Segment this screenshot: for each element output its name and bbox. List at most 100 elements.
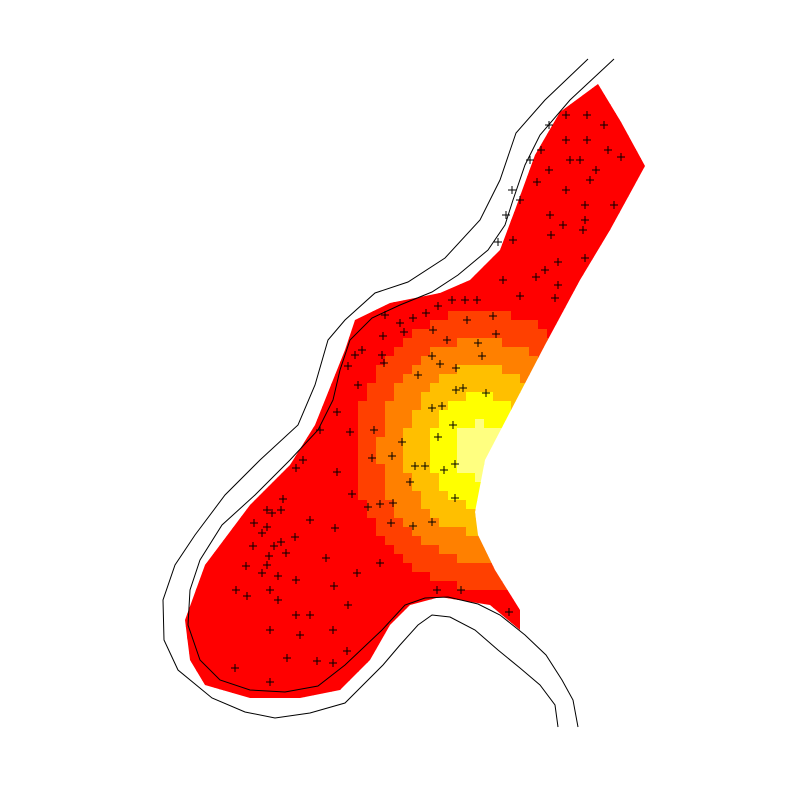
heat-cell — [250, 194, 260, 204]
heat-cell — [196, 707, 206, 717]
heat-cell — [196, 662, 206, 672]
heat-cell — [250, 527, 260, 537]
heat-cell — [529, 320, 539, 330]
heat-cell — [304, 545, 314, 555]
heat-cell — [232, 212, 242, 222]
heat-cell — [394, 671, 404, 681]
heat-cell — [592, 338, 602, 348]
heat-cell — [241, 662, 251, 672]
heat-cell — [628, 284, 638, 294]
heat-cell — [421, 491, 431, 501]
heat-cell — [160, 635, 170, 645]
heat-cell — [484, 671, 494, 681]
heat-cell — [493, 680, 503, 690]
heat-cell — [475, 84, 485, 87]
heat-cell — [529, 131, 539, 141]
heat-cell — [556, 518, 566, 528]
sample-point — [291, 533, 299, 541]
heat-cell — [448, 707, 458, 717]
heat-cell — [268, 203, 278, 213]
heat-cell — [556, 86, 566, 96]
heat-cell — [475, 698, 485, 708]
heat-cell — [448, 437, 458, 447]
heat-cell — [547, 122, 557, 132]
heat-cell — [232, 230, 242, 240]
heat-cell — [250, 266, 260, 276]
heat-cell — [529, 113, 539, 123]
heat-cell — [493, 194, 503, 204]
heat-cell — [421, 248, 431, 258]
heat-cell — [529, 356, 539, 366]
heat-cell — [448, 257, 458, 267]
heat-cell — [637, 284, 645, 294]
heat-cell — [403, 230, 413, 240]
heat-cell — [403, 212, 413, 222]
heat-cell — [385, 311, 395, 321]
heat-cell — [655, 230, 665, 240]
heat-cell — [664, 653, 674, 663]
heat-cell — [430, 653, 440, 663]
heat-cell — [412, 320, 422, 330]
heat-cell — [214, 581, 224, 591]
heat-cell — [277, 84, 287, 87]
heat-cell — [232, 671, 242, 681]
heat-cell — [664, 59, 674, 69]
heat-cell — [349, 473, 359, 483]
heat-cell — [457, 68, 467, 78]
heat-cell — [331, 194, 341, 204]
heat-cell — [493, 383, 503, 393]
heat-cell — [655, 572, 665, 582]
heat-cell — [223, 500, 233, 510]
heat-cell — [403, 518, 413, 528]
heat-cell — [628, 266, 638, 276]
heat-cell — [331, 320, 341, 330]
heat-cell — [277, 428, 287, 438]
heat-cell — [313, 662, 323, 672]
heat-cell — [520, 104, 530, 114]
heat-cell — [520, 140, 530, 150]
heat-cell — [547, 545, 557, 555]
heat-cell — [547, 599, 557, 609]
heat-cell — [250, 392, 260, 402]
heat-cell — [592, 635, 602, 645]
heat-cell — [421, 671, 431, 681]
heat-cell — [493, 455, 503, 465]
heat-cell — [331, 635, 341, 645]
heat-cell — [421, 167, 431, 177]
heat-cell — [493, 356, 503, 366]
heat-cell — [295, 626, 305, 636]
heat-cell — [439, 590, 449, 600]
heat-cell — [664, 563, 674, 573]
heat-cell — [185, 374, 188, 384]
heat-cell — [268, 68, 278, 78]
heat-cell — [529, 329, 539, 339]
heat-cell — [367, 257, 377, 267]
heat-cell — [259, 662, 269, 672]
heat-cell — [520, 392, 530, 402]
heat-cell — [610, 212, 620, 222]
heat-cell — [664, 275, 674, 285]
heat-cell — [340, 428, 350, 438]
heat-cell — [349, 581, 359, 591]
heat-cell — [313, 590, 323, 600]
heat-cell — [187, 122, 197, 132]
heat-cell — [367, 95, 377, 105]
heat-cell — [376, 311, 386, 321]
sample-point — [449, 421, 457, 429]
heat-cell — [646, 680, 656, 690]
heat-cell — [556, 509, 566, 519]
heat-cell — [610, 428, 620, 438]
heat-cell — [655, 527, 665, 537]
heat-cell — [187, 662, 197, 672]
heat-cell — [268, 59, 278, 69]
heat-cell — [520, 248, 530, 258]
sample-point — [333, 408, 341, 416]
heat-cell — [664, 185, 674, 195]
heat-cell — [592, 167, 602, 177]
heat-cell — [295, 194, 305, 204]
heat-cell — [448, 509, 458, 519]
heat-cell — [466, 554, 476, 564]
heat-cell — [286, 446, 296, 456]
heat-cell — [673, 644, 683, 654]
heat-cell — [385, 419, 395, 429]
